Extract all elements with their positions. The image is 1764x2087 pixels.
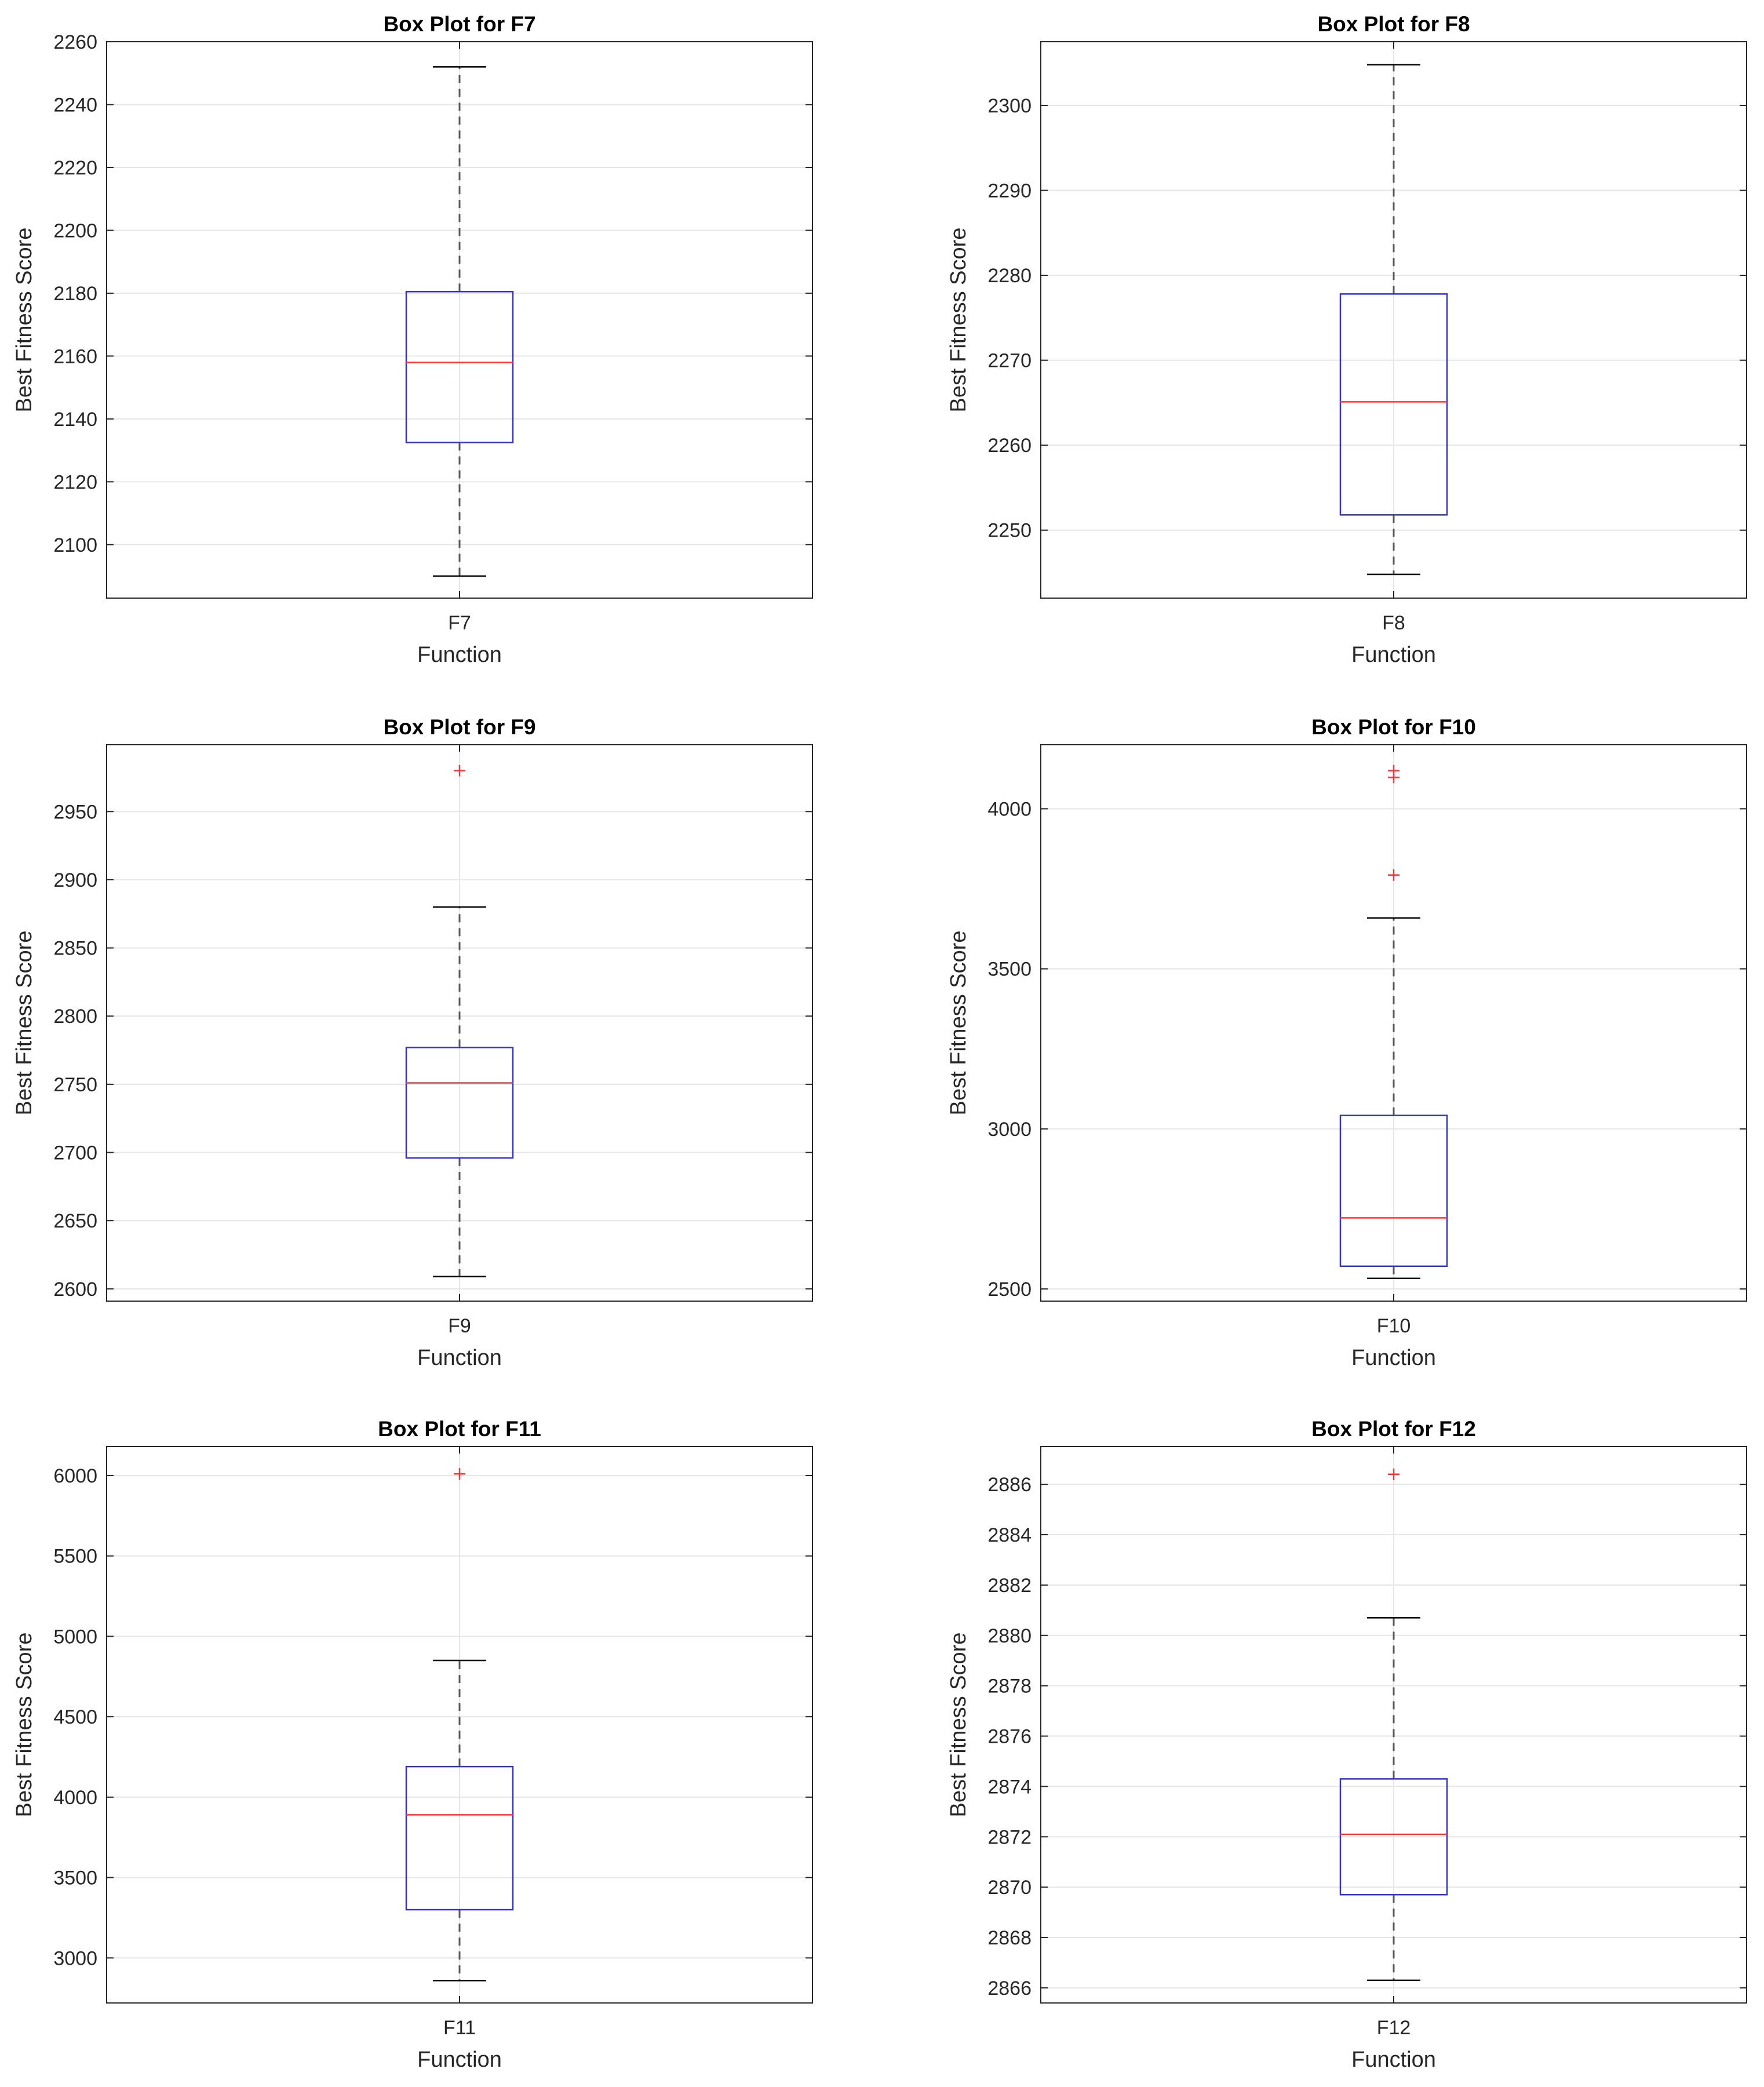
chart-panel-f8: 2250 2260 2270 2280 2290 2300 F8 Function Best F… (946, 12, 1747, 667)
x-axis-title: Function (417, 2048, 502, 2072)
chart-title: Box Plot for F11 (378, 1417, 541, 1441)
x-tick-label: F9 (448, 1315, 471, 1337)
iqr-box (1339, 293, 1448, 516)
y-axis-title: Best Fitness Score (946, 931, 971, 1116)
y-tick-label: 2100 (53, 534, 97, 556)
y-tick-label: 2870 (987, 1877, 1032, 1899)
y-axis-title: Best Fitness Score (946, 228, 971, 413)
iqr-box (405, 1765, 514, 1911)
chart-panel-f12: 2866 2868 2870 2872 2874 2876 2878 2880 2882 2884… (946, 1417, 1747, 2072)
y-tick-label: 3500 (53, 1867, 97, 1889)
y-tick-label: 2160 (53, 345, 97, 367)
y-tick-label: 2750 (53, 1074, 97, 1096)
y-tick-label: 2950 (53, 801, 97, 823)
x-axis-title: Function (417, 643, 502, 667)
y-tick-label: 6000 (53, 1465, 97, 1487)
iqr-box (405, 290, 514, 443)
y-tick-label: 2290 (987, 180, 1032, 202)
y-tick-label: 4500 (53, 1706, 97, 1728)
y-tick-label: 2880 (987, 1625, 1032, 1647)
y-tick-label: 2600 (53, 1279, 97, 1301)
iqr-box (1339, 1778, 1448, 1896)
y-axis-title: Best Fitness Score (12, 1633, 37, 1818)
chart-panel-f11: 3000 3500 4000 4500 5000 5500 6000 F11 Function B… (12, 1417, 813, 2072)
y-tick-label: 2200 (53, 220, 97, 242)
y-tick-label: 2260 (987, 435, 1032, 457)
y-tick-label: 2140 (53, 409, 97, 431)
y-tick-label: 2120 (53, 471, 97, 493)
chart-title: Box Plot for F8 (1317, 12, 1470, 36)
chart-title: Box Plot for F10 (1311, 715, 1476, 739)
y-tick-label: 4000 (987, 798, 1032, 820)
y-tick-label: 2700 (53, 1142, 97, 1164)
x-tick-label: F7 (448, 612, 471, 634)
y-tick-label: 2280 (987, 265, 1032, 287)
chart-title: Box Plot for F7 (383, 12, 535, 36)
x-axis-title: Function (1351, 2048, 1436, 2072)
iqr-box (1339, 1114, 1448, 1268)
chart-panel-f10: 2500 3000 3500 4000 F10 Function Best Fitness … (946, 715, 1747, 1370)
y-tick-label: 2850 (53, 938, 97, 960)
outlier-marker (454, 764, 465, 777)
y-tick-label: 5000 (53, 1626, 97, 1648)
y-tick-label: 2270 (987, 350, 1032, 372)
y-tick-label: 2884 (987, 1524, 1032, 1546)
y-tick-label: 2500 (987, 1279, 1032, 1301)
outlier-marker (1388, 1468, 1399, 1480)
x-axis-title: Function (1351, 643, 1436, 667)
outlier-marker (454, 1468, 465, 1480)
x-tick-label: F11 (443, 2017, 476, 2039)
y-tick-label: 5500 (53, 1546, 97, 1568)
x-tick-label: F12 (1377, 2017, 1411, 2039)
outlier-marker (1388, 869, 1399, 881)
y-tick-label: 2866 (987, 1977, 1032, 1999)
y-tick-label: 2220 (53, 157, 97, 179)
x-axis-title: Function (417, 1346, 502, 1370)
y-axis-title: Best Fitness Score (946, 1633, 971, 1818)
y-tick-label: 2260 (53, 31, 97, 53)
y-tick-label: 2650 (53, 1210, 97, 1232)
chart-title: Box Plot for F9 (383, 715, 535, 739)
y-axis-title: Best Fitness Score (12, 228, 37, 413)
y-tick-label: 2882 (987, 1575, 1032, 1597)
y-tick-label: 2800 (53, 1006, 97, 1028)
chart-title: Box Plot for F12 (1311, 1417, 1476, 1441)
y-tick-label: 3000 (987, 1119, 1032, 1141)
chart-panel-f7: 2100 2120 2140 2160 2180 2200 2220 2240 2260 F7 Fu… (12, 12, 813, 667)
x-tick-label: F10 (1377, 1315, 1411, 1337)
y-tick-label: 2900 (53, 869, 97, 891)
x-axis-title: Function (1351, 1346, 1436, 1370)
outlier-marker (1388, 764, 1399, 777)
y-tick-label: 2872 (987, 1826, 1032, 1848)
y-tick-label: 2874 (987, 1776, 1032, 1798)
y-tick-label: 2876 (987, 1726, 1032, 1748)
y-axis-title: Best Fitness Score (12, 931, 37, 1116)
y-tick-label: 2180 (53, 283, 97, 305)
y-tick-label: 2250 (987, 520, 1032, 542)
chart-panel-f9: 2600 2650 2700 2750 2800 2850 2900 2950 F9 Functi… (12, 715, 813, 1370)
y-tick-label: 2300 (987, 95, 1032, 117)
y-tick-label: 2886 (987, 1474, 1032, 1496)
y-tick-label: 4000 (53, 1787, 97, 1809)
y-tick-label: 2868 (987, 1927, 1032, 1949)
iqr-box (405, 1047, 514, 1159)
x-tick-label: F8 (1382, 612, 1405, 634)
y-tick-label: 3500 (987, 959, 1032, 981)
y-tick-label: 3000 (53, 1947, 97, 1969)
y-tick-label: 2240 (53, 94, 97, 116)
y-tick-label: 2878 (987, 1676, 1032, 1698)
